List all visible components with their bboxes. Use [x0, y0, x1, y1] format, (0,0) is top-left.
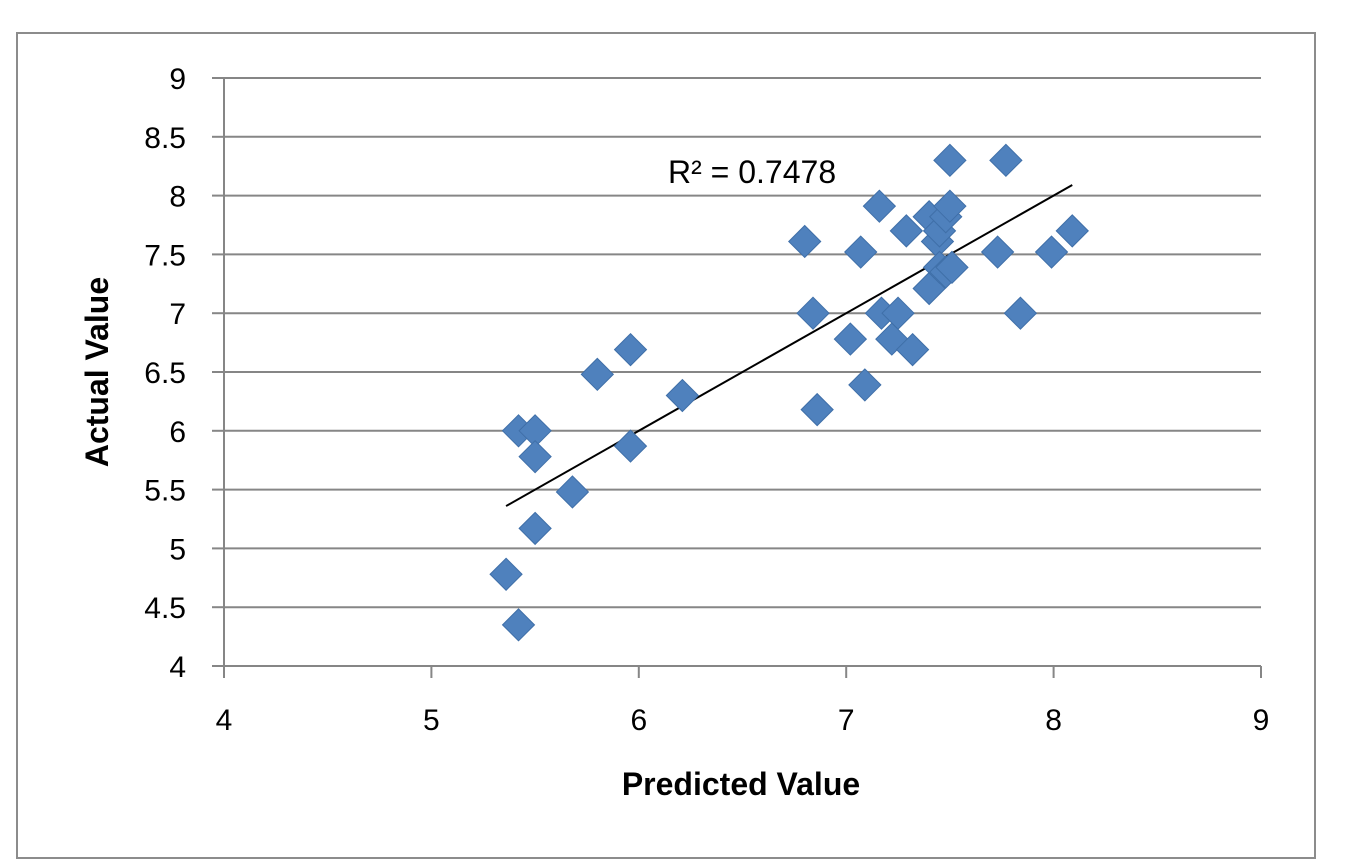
data-point — [613, 332, 648, 367]
y-tick-label: 5 — [169, 533, 186, 566]
data-point — [833, 322, 868, 356]
data-point — [889, 214, 924, 248]
data-point — [613, 429, 648, 463]
y-tick-label: 4 — [169, 651, 186, 684]
x-axis-title: Predicted Value — [622, 766, 860, 802]
y-tick-label: 4.5 — [144, 592, 186, 625]
y-axis-title: Actual Value — [79, 277, 115, 467]
x-tick-label: 6 — [630, 704, 647, 737]
data-point — [518, 439, 552, 474]
trendline — [505, 184, 1073, 507]
data-point — [796, 296, 830, 330]
data-point — [935, 250, 969, 285]
y-tick-label: 8 — [169, 181, 186, 214]
data-point — [895, 332, 930, 367]
data-point — [580, 357, 615, 392]
y-tick-labels: 4 4.5 5 5.5 6 6.5 7 7.5 8 8.5 9 — [144, 63, 186, 684]
x-tick-label: 9 — [1253, 704, 1270, 737]
data-point — [1034, 235, 1069, 269]
data-point — [980, 235, 1015, 269]
x-tick-label: 4 — [216, 704, 233, 737]
data-point — [933, 143, 967, 178]
data-point — [665, 378, 700, 413]
x-tick-label: 8 — [1045, 704, 1062, 737]
data-point — [489, 557, 523, 591]
data-point — [933, 189, 967, 223]
data-point — [518, 511, 552, 546]
y-tick-label: 7.5 — [144, 239, 186, 272]
x-tick-labels: 4 5 6 7 8 9 — [216, 704, 1270, 737]
r-squared-annotation: R² = 0.7478 — [668, 154, 836, 190]
x-tick-label: 7 — [838, 704, 855, 737]
y-tick-label: 9 — [169, 63, 186, 96]
chart-frame — [16, 32, 1316, 859]
data-point — [989, 143, 1023, 178]
y-tick-label: 7 — [169, 298, 186, 331]
data-points — [489, 143, 1089, 642]
y-tick-label: 5.5 — [144, 475, 186, 508]
data-point — [555, 475, 590, 509]
y-tick-label: 6 — [169, 416, 186, 449]
data-point — [862, 189, 897, 223]
trendline-layer — [505, 184, 1073, 507]
data-point — [1003, 296, 1038, 330]
data-point — [848, 368, 882, 402]
data-point — [800, 392, 834, 427]
y-tick-label: 8.5 — [144, 122, 186, 155]
data-point — [501, 608, 536, 642]
x-tick-label: 5 — [423, 704, 440, 737]
data-point — [788, 224, 822, 259]
y-tick-label: 6.5 — [144, 357, 186, 390]
data-point — [881, 296, 915, 330]
data-point — [1055, 214, 1089, 248]
gridlines — [224, 77, 1261, 609]
axes — [212, 77, 1262, 678]
data-point — [844, 235, 878, 269]
